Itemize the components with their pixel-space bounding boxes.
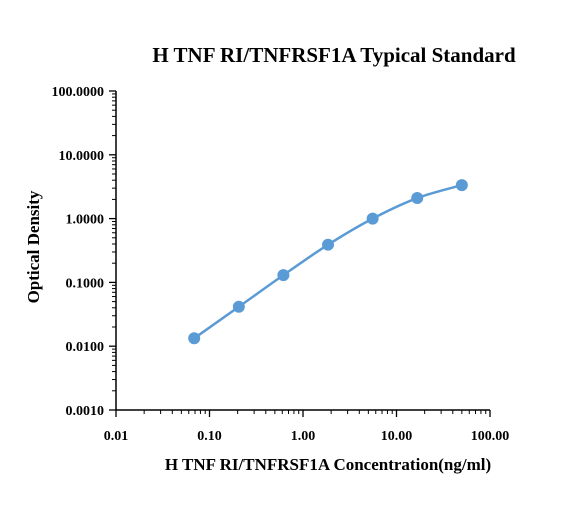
y-tick-label: 0.1000 xyxy=(66,276,105,291)
fit-curve xyxy=(193,183,463,340)
data-point xyxy=(411,192,424,205)
y-tick-label: 0.0010 xyxy=(66,404,105,419)
x-tick-label: 0.10 xyxy=(197,429,222,444)
data-points xyxy=(188,179,468,345)
y-tick-label: 10.0000 xyxy=(59,149,105,164)
data-point xyxy=(188,332,201,345)
y-tick-label: 100.0000 xyxy=(52,85,105,100)
fit-curve-layer xyxy=(193,183,463,340)
axes: 0.01 0.10 1.00 10.00 100.00 0.0010 0.0100 0.100… xyxy=(52,85,510,444)
chart-title: H TNF RI/TNFRSF1A Typical Standard xyxy=(152,43,516,67)
x-tick-label: 1.00 xyxy=(291,429,316,444)
x-axis-label: H TNF RI/TNFRSF1A Concentration(ng/ml) xyxy=(165,455,491,474)
x-tick-label: 100.00 xyxy=(471,429,510,444)
x-tick-label: 10.00 xyxy=(381,429,413,444)
data-point xyxy=(232,300,245,313)
data-point xyxy=(366,212,379,225)
y-axis-label: Optical Density xyxy=(24,190,43,303)
y-tick-label: 1.0000 xyxy=(66,213,105,228)
data-point xyxy=(277,269,290,282)
y-tick-label: 0.0100 xyxy=(66,340,105,355)
x-tick-label: 0.01 xyxy=(104,429,129,444)
data-point xyxy=(322,238,335,251)
data-point xyxy=(455,179,468,192)
